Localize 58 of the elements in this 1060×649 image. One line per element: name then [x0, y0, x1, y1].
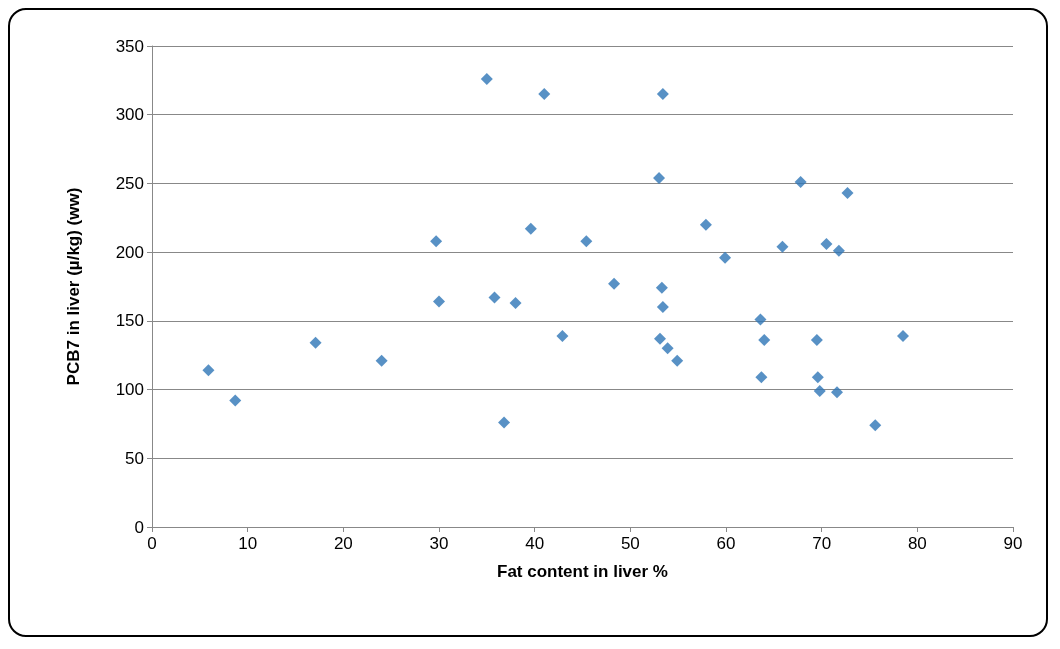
point	[719, 251, 732, 264]
point	[832, 244, 845, 257]
point	[810, 334, 823, 347]
point	[794, 176, 807, 189]
point	[608, 277, 621, 290]
y-tick-label: 150	[115, 311, 144, 331]
x-axis-title: Fat content in liver %	[497, 562, 668, 581]
point	[509, 296, 522, 309]
y-tick-label: 200	[115, 242, 144, 262]
point	[524, 222, 537, 235]
y-tick-label: 0	[134, 517, 144, 537]
x-tick-label: 30	[429, 534, 449, 553]
x-tick-label: 60	[716, 534, 736, 553]
point	[433, 295, 445, 308]
y-tick-label: 350	[115, 36, 144, 56]
x-tick-label: 10	[238, 534, 258, 553]
y-axis-title: PCB7 in liver (µ/kg) (ww)	[64, 187, 83, 386]
x-tick-label: 70	[812, 534, 832, 553]
x-tick-label: 20	[333, 534, 353, 553]
x-tick-label: 0	[147, 534, 157, 553]
point	[480, 72, 493, 85]
point	[820, 237, 833, 250]
point	[661, 342, 674, 355]
point	[830, 386, 843, 399]
point	[653, 332, 666, 345]
point	[841, 187, 854, 200]
point	[896, 329, 909, 342]
point	[309, 336, 322, 349]
point	[488, 291, 501, 304]
point	[538, 88, 551, 101]
point	[430, 235, 443, 248]
x-tick-label: 50	[620, 534, 640, 553]
point	[671, 354, 684, 367]
y-tick-label: 100	[115, 380, 144, 400]
point	[776, 240, 789, 253]
point	[869, 419, 882, 432]
point	[202, 364, 215, 377]
y-tick-label: 300	[115, 105, 144, 125]
x-tick-label: 80	[907, 534, 927, 553]
point	[655, 281, 668, 294]
point	[229, 394, 242, 407]
point	[699, 218, 712, 231]
point	[556, 329, 569, 342]
point	[754, 313, 767, 326]
point	[498, 416, 511, 429]
point	[758, 334, 771, 347]
x-tick-label: 40	[525, 534, 545, 553]
x-tick-label: 90	[1003, 534, 1023, 553]
point	[755, 371, 768, 384]
point	[813, 384, 826, 397]
point	[580, 235, 593, 248]
y-tick-label: 50	[125, 448, 144, 468]
y-tick-label: 250	[115, 173, 144, 193]
point	[811, 371, 824, 384]
point	[656, 88, 669, 101]
point	[653, 171, 666, 184]
point	[375, 354, 388, 367]
point	[656, 301, 669, 314]
